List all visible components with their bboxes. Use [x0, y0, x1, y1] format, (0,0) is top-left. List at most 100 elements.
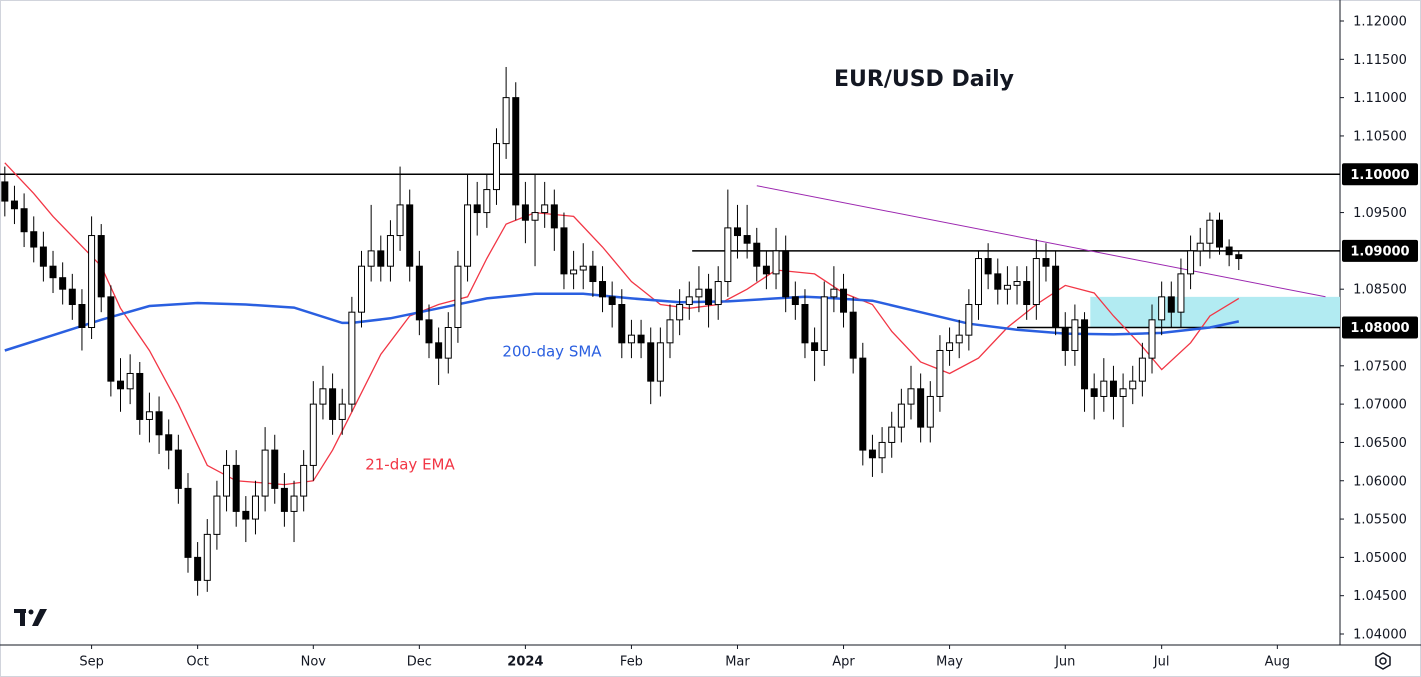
candle-body [1138, 357, 1146, 382]
candle-body [126, 372, 134, 390]
candle-body [917, 388, 925, 428]
candle-body [1206, 219, 1214, 244]
candle-body [78, 304, 86, 329]
candle-body [1235, 254, 1243, 260]
candle-body [1013, 281, 1021, 286]
candle-body [1196, 242, 1204, 252]
candle-body [926, 395, 934, 428]
candle-body [251, 495, 259, 520]
candle-body [174, 449, 182, 489]
candle-body [406, 204, 414, 267]
candle-body [705, 288, 713, 306]
candle-body [377, 250, 385, 267]
candle-body [203, 533, 211, 581]
candle-body [261, 449, 269, 497]
y-tick-label: 1.05500 [1353, 513, 1407, 528]
candle-body [165, 434, 173, 451]
candle-body [666, 319, 674, 344]
candle-body [492, 143, 500, 191]
candle-body [811, 342, 819, 351]
candle-body [936, 349, 944, 397]
candle-body [1071, 319, 1079, 351]
line-annotation: 21-day EMA [365, 456, 455, 474]
candle-body [579, 265, 587, 271]
candle-body [1158, 296, 1166, 321]
x-tick-label: Aug [1265, 655, 1290, 670]
candle-body [618, 304, 626, 344]
candle-body [444, 327, 452, 359]
candle-body [145, 411, 153, 420]
candle-body [608, 296, 616, 306]
candle-body [1052, 265, 1060, 329]
y-tick-label: 1.04500 [1353, 589, 1407, 604]
candle-body [1081, 319, 1089, 390]
candle-body [1187, 250, 1195, 275]
candle-body [868, 449, 876, 459]
candle-body [840, 288, 848, 313]
candle-body [502, 97, 510, 145]
candle-body [521, 204, 529, 221]
candle-body [743, 235, 751, 244]
candle-body [599, 281, 607, 298]
x-tick-label: Nov [301, 655, 327, 670]
candle-body [1042, 258, 1050, 267]
candle-body [386, 235, 394, 267]
x-tick-label: Jul [1153, 655, 1170, 670]
candle-body [589, 265, 597, 283]
candle-body [39, 246, 47, 267]
y-tick-label: 1.09500 [1353, 206, 1407, 221]
candle-body [88, 235, 96, 328]
level-label: 1.08000 [1350, 321, 1409, 336]
candle-body [1100, 380, 1108, 397]
candle-body [1061, 327, 1069, 351]
candle-body [223, 464, 231, 497]
candle-body [647, 342, 655, 382]
candle-body [338, 403, 346, 420]
candle-body [791, 296, 799, 306]
candle-body [907, 388, 915, 405]
candle-body [184, 487, 192, 558]
candle-body [1109, 380, 1117, 397]
candle-body [560, 227, 568, 275]
candle-body [329, 388, 337, 420]
y-tick-label: 1.12000 [1353, 15, 1407, 30]
candle-body [280, 487, 288, 512]
candle-body [242, 510, 250, 520]
candle-body [946, 342, 954, 351]
candle-body [512, 97, 520, 206]
candle-body [974, 258, 982, 306]
candle-body [348, 311, 356, 405]
settings-icon[interactable] [1375, 652, 1391, 670]
candle-body [117, 380, 125, 390]
candle-body [724, 227, 732, 283]
candle-body [464, 204, 472, 267]
x-tick-label: 2024 [507, 655, 543, 670]
candle-body [232, 464, 240, 512]
candle-body [319, 388, 327, 405]
candle-body [955, 334, 963, 344]
y-tick-label: 1.11000 [1353, 91, 1407, 106]
candle-body [676, 304, 684, 321]
candle-body [20, 208, 28, 233]
plot-area [0, 66, 1340, 596]
y-tick-label: 1.06000 [1353, 474, 1407, 489]
chart-title: EUR/USD Daily [834, 67, 1014, 92]
candle-body [213, 495, 221, 535]
candle-body [897, 403, 905, 428]
y-tick-label: 1.08500 [1353, 283, 1407, 298]
candle-body [1090, 388, 1098, 397]
y-tick-label: 1.11500 [1353, 53, 1407, 68]
candle-body [10, 200, 18, 210]
candle-body [1, 181, 9, 202]
candle-body [801, 304, 809, 344]
candle-body [473, 204, 481, 214]
candle-body [155, 411, 163, 436]
candle-body [541, 204, 549, 214]
candle-body [984, 258, 992, 275]
candle-body [1129, 380, 1137, 390]
candle-body [290, 495, 298, 512]
candle-body [531, 212, 539, 221]
candle-body [59, 277, 67, 290]
candle-body [965, 304, 973, 336]
